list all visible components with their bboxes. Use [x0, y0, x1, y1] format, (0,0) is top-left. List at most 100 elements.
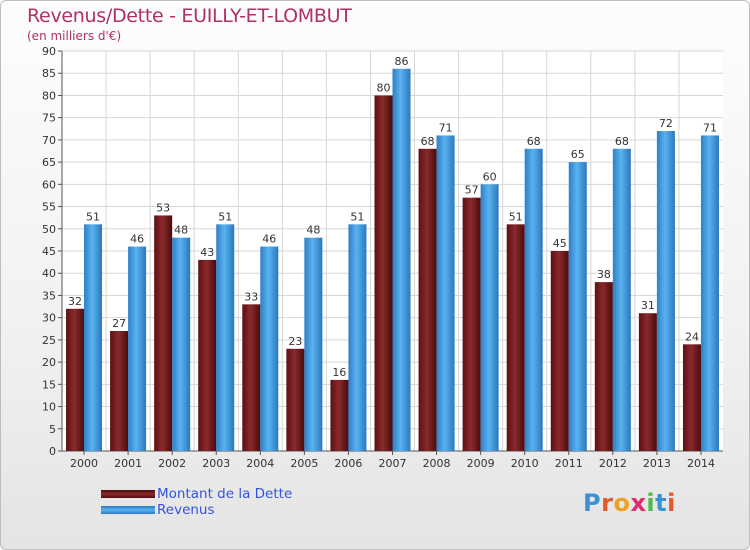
data-label-dette: 24 — [685, 330, 699, 343]
data-label-revenus: 71 — [703, 121, 717, 134]
data-label-dette: 45 — [553, 237, 567, 250]
data-label-dette: 43 — [200, 246, 214, 259]
y-tick-label: 30 — [42, 312, 56, 325]
bar-dette — [242, 304, 261, 451]
bar-dette — [154, 215, 173, 451]
logo-letter: o — [613, 489, 631, 517]
y-tick-label: 60 — [42, 178, 56, 191]
legend-swatch-revenus — [101, 506, 155, 514]
bar-dette — [550, 251, 569, 451]
data-label-revenus: 60 — [483, 170, 497, 183]
data-label-revenus: 72 — [659, 117, 673, 130]
x-tick-label: 2012 — [599, 457, 627, 470]
bar-dette — [682, 344, 701, 451]
legend-label-dette: Montant de la Dette — [157, 486, 293, 502]
bar-revenus — [128, 246, 147, 451]
y-tick-label: 85 — [42, 67, 56, 80]
bar-dette — [506, 224, 525, 451]
data-label-dette: 32 — [68, 295, 82, 308]
bar-revenus — [612, 148, 631, 451]
x-tick-label: 2007 — [379, 457, 407, 470]
data-label-revenus: 51 — [350, 210, 364, 223]
y-tick-label: 15 — [42, 378, 56, 391]
bar-revenus — [700, 135, 719, 451]
data-label-dette: 80 — [377, 81, 391, 94]
x-tick-label: 2006 — [334, 457, 362, 470]
data-label-dette: 33 — [244, 290, 258, 303]
y-tick-label: 55 — [42, 201, 56, 214]
bar-dette — [110, 331, 129, 451]
bar-revenus — [84, 224, 103, 451]
bar-dette — [286, 348, 305, 451]
data-label-revenus: 68 — [615, 135, 629, 148]
chart-subtitle: (en milliers d'€) — [27, 29, 122, 43]
y-tick-label: 10 — [42, 401, 56, 414]
logo-letter: i — [667, 489, 676, 517]
bar-dette — [638, 313, 657, 451]
bar-dette — [66, 308, 85, 451]
x-tick-label: 2013 — [643, 457, 671, 470]
data-label-revenus: 71 — [439, 121, 453, 134]
data-label-dette: 57 — [465, 184, 479, 197]
data-label-dette: 51 — [509, 210, 523, 223]
bar-dette — [374, 95, 393, 451]
bar-dette — [462, 197, 481, 451]
x-tick-label: 2010 — [511, 457, 539, 470]
data-label-revenus: 68 — [527, 135, 541, 148]
data-label-revenus: 65 — [571, 148, 585, 161]
x-tick-label: 2000 — [70, 457, 98, 470]
data-label-dette: 68 — [421, 135, 435, 148]
data-label-dette: 27 — [112, 317, 126, 330]
bar-revenus — [172, 237, 191, 451]
x-tick-label: 2005 — [290, 457, 318, 470]
proxiti-logo: Proxiti — [583, 489, 676, 517]
bar-dette — [330, 379, 349, 451]
x-tick-label: 2002 — [158, 457, 186, 470]
x-tick-label: 2008 — [423, 457, 451, 470]
data-label-revenus: 46 — [262, 233, 276, 246]
x-tick-label: 2011 — [555, 457, 583, 470]
y-tick-label: 70 — [42, 134, 56, 147]
data-label-dette: 23 — [288, 335, 302, 348]
logo-letter: r — [601, 489, 614, 517]
bar-revenus — [568, 162, 587, 451]
legend-label-revenus: Revenus — [157, 502, 215, 518]
data-label-revenus: 51 — [86, 210, 100, 223]
y-tick-label: 0 — [49, 445, 56, 458]
y-tick-label: 90 — [42, 45, 56, 58]
logo-letter: P — [583, 489, 602, 517]
data-label-dette: 38 — [597, 268, 611, 281]
data-label-revenus: 86 — [395, 55, 409, 68]
y-tick-label: 20 — [42, 356, 56, 369]
x-tick-label: 2001 — [114, 457, 142, 470]
y-tick-label: 65 — [42, 156, 56, 169]
bar-revenus — [656, 131, 675, 451]
x-tick-label: 2014 — [687, 457, 715, 470]
x-tick-label: 2003 — [202, 457, 230, 470]
data-label-revenus: 48 — [174, 224, 188, 237]
bar-revenus — [304, 237, 323, 451]
y-tick-label: 75 — [42, 112, 56, 125]
y-tick-label: 35 — [42, 289, 56, 302]
bar-revenus — [348, 224, 367, 451]
y-tick-label: 45 — [42, 245, 56, 258]
data-label-revenus: 46 — [130, 233, 144, 246]
data-label-revenus: 51 — [218, 210, 232, 223]
y-tick-label: 5 — [49, 423, 56, 436]
bar-dette — [198, 259, 217, 451]
bar-dette — [594, 282, 613, 451]
y-tick-label: 40 — [42, 267, 56, 280]
bar-revenus — [480, 184, 499, 452]
logo-letter: x — [630, 489, 647, 517]
data-label-dette: 53 — [156, 201, 170, 214]
bar-revenus — [392, 68, 411, 452]
data-label-revenus: 48 — [306, 224, 320, 237]
data-label-dette: 31 — [641, 299, 655, 312]
data-label-dette: 16 — [332, 366, 346, 379]
logo-letter: i — [646, 489, 656, 517]
y-tick-label: 80 — [42, 89, 56, 102]
y-tick-label: 50 — [42, 223, 56, 236]
x-tick-label: 2004 — [246, 457, 274, 470]
